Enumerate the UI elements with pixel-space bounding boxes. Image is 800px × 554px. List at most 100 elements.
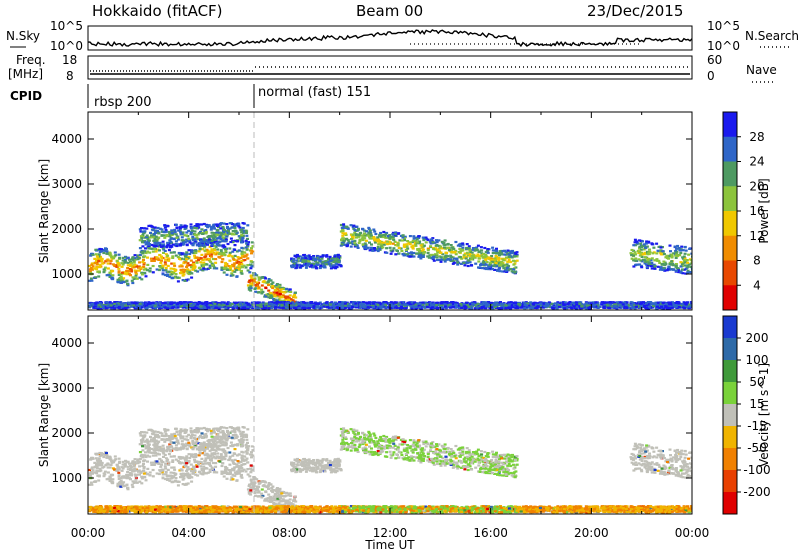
power-cell [329, 257, 333, 260]
power-cell [206, 243, 209, 246]
power-cell [426, 238, 430, 241]
power-cell [485, 260, 489, 264]
power-cell [689, 265, 692, 269]
power-cell [260, 292, 264, 295]
power-cell [272, 291, 276, 294]
power-cell [236, 256, 240, 259]
power-cell [302, 304, 306, 307]
power-cell [260, 284, 264, 287]
power-cell [105, 259, 109, 262]
power-cell [203, 256, 207, 259]
power-cell [651, 305, 655, 308]
power-cell [185, 251, 189, 254]
power-cell [690, 267, 692, 270]
power-cell [189, 259, 193, 262]
power-cell [663, 269, 667, 272]
power-cell [237, 267, 240, 271]
power-cell [243, 258, 247, 262]
power-cell [163, 249, 167, 253]
power-cell [639, 242, 643, 245]
power-cell [216, 301, 220, 305]
power-cell [682, 259, 686, 262]
power-cell [549, 302, 553, 305]
power-cell [489, 301, 493, 304]
power-cell [121, 256, 125, 259]
power-cell [202, 265, 205, 268]
power-cell [100, 259, 104, 262]
power-cell [667, 307, 671, 310]
power-cell [367, 228, 371, 231]
power-cell [666, 267, 670, 270]
power-cell [160, 228, 164, 231]
power-cell [174, 240, 178, 243]
power-cell [236, 240, 240, 243]
power-cell [216, 229, 220, 232]
power-cell [231, 223, 234, 226]
power-cell [276, 293, 280, 296]
power-cell [134, 272, 138, 276]
power-cell [169, 244, 173, 247]
power-cell [270, 293, 274, 296]
power-cell [636, 242, 639, 245]
power-cell [480, 252, 484, 255]
power-cell [202, 263, 206, 266]
power-cell [120, 271, 124, 274]
power-cell [504, 253, 508, 256]
power-cell [342, 243, 346, 246]
power-cell [193, 238, 197, 241]
power-cell [198, 248, 202, 251]
power-cell [173, 269, 177, 273]
power-cell [233, 223, 237, 226]
power-cell [432, 255, 436, 258]
power-cell [566, 303, 570, 306]
power-cell [365, 302, 369, 305]
power-cell [555, 307, 559, 310]
power-cell [670, 253, 674, 256]
power-cell [679, 249, 683, 252]
power-cell [99, 255, 102, 258]
power-cell [240, 241, 243, 244]
power-cell [237, 264, 241, 267]
power-cell [666, 256, 669, 260]
power-cell [662, 260, 666, 263]
power-cell [158, 265, 162, 268]
power-cell [290, 257, 294, 260]
power-cell [357, 228, 360, 231]
power-cell [458, 247, 462, 251]
power-cell [341, 234, 345, 237]
power-cell [98, 266, 102, 269]
power-cell [602, 306, 606, 309]
power-cell [403, 235, 407, 238]
power-cell [346, 242, 350, 245]
power-cell [298, 266, 302, 269]
power-cell [382, 230, 386, 234]
power-cell [520, 305, 524, 308]
power-cell [229, 265, 233, 268]
power-cell [458, 251, 462, 254]
power-cell [482, 253, 486, 256]
power-cell [454, 249, 458, 252]
power-cell [486, 257, 490, 260]
power-cell [496, 252, 500, 255]
power-cell [688, 247, 692, 250]
power-cell [180, 242, 184, 245]
power-cell [474, 248, 478, 251]
power-cell [89, 254, 93, 257]
power-cell [507, 253, 511, 256]
power-cell [120, 262, 124, 265]
power-cell [249, 287, 253, 290]
power-cell [659, 301, 663, 304]
power-cell [126, 261, 130, 264]
power-cell [467, 259, 471, 262]
power-cell [342, 301, 345, 304]
power-cell [215, 267, 219, 270]
power-cell [153, 241, 157, 244]
power-cell [244, 246, 248, 249]
power-cell [428, 240, 432, 243]
power-cell [352, 306, 356, 309]
power-cell [403, 239, 406, 242]
power-cell [267, 307, 271, 310]
power-cell [433, 305, 437, 308]
power-cell [596, 306, 600, 309]
power-cell [583, 303, 587, 306]
